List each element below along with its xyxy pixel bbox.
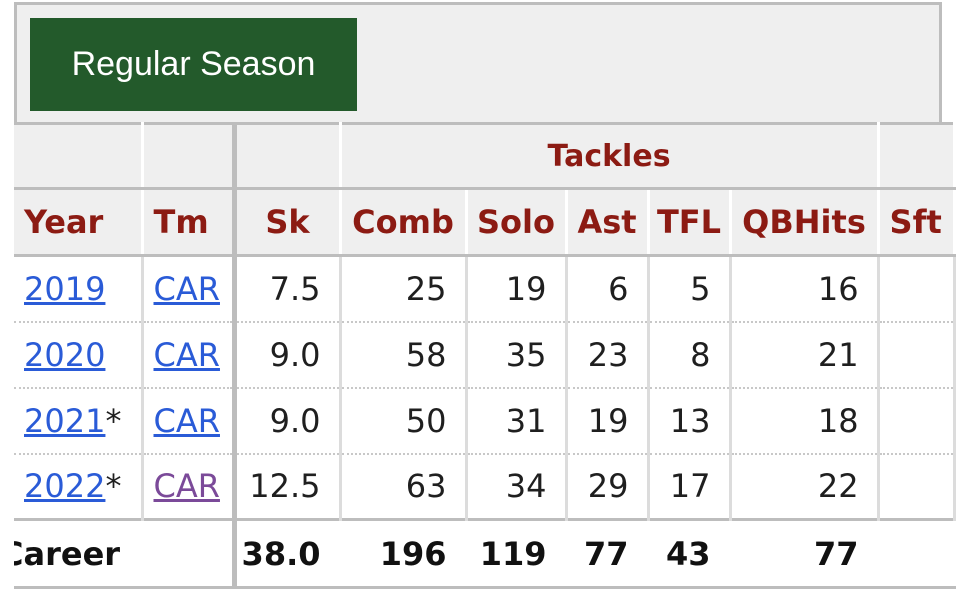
team-link[interactable]: CAR	[153, 335, 220, 374]
column-header-sacks[interactable]: Sk	[234, 188, 342, 257]
team-cell: CAR	[142, 387, 237, 455]
career-team-cell	[142, 518, 237, 589]
year-link[interactable]: 2022	[24, 467, 106, 506]
year-cell: 2021*	[14, 387, 144, 455]
solo-cell: 35	[466, 321, 568, 389]
column-header-ast[interactable]: Ast	[566, 188, 650, 257]
comb-cell: 63	[340, 453, 468, 521]
over-header-row: Tackles	[14, 122, 956, 190]
career-solo-cell: 119	[466, 518, 568, 589]
sft-cell	[878, 321, 956, 389]
ast-cell: 29	[566, 453, 650, 521]
pro-bowl-marker: *	[105, 467, 122, 506]
stats-table-container: Tackles Year Tm Sk Comb Solo Ast TFL QBH…	[14, 122, 960, 591]
sacks-cell: 12.5	[234, 453, 342, 521]
career-qbhits-cell: 77	[730, 518, 880, 589]
column-header-team[interactable]: Tm	[142, 188, 237, 257]
solo-cell: 19	[466, 255, 568, 323]
team-cell: CAR	[142, 255, 237, 323]
solo-cell: 31	[466, 387, 568, 455]
tfl-cell: 5	[648, 255, 732, 323]
table-row: 2019 CAR 7.5 25 19 6 5 16	[14, 255, 956, 323]
career-label: Career	[14, 534, 121, 573]
column-header-comb[interactable]: Comb	[340, 188, 468, 257]
solo-cell: 34	[466, 453, 568, 521]
career-tfl-cell: 43	[648, 518, 732, 589]
qbhits-cell: 18	[730, 387, 880, 455]
comb-cell: 25	[340, 255, 468, 323]
team-cell: CAR	[142, 321, 237, 389]
team-link[interactable]: CAR	[153, 467, 220, 506]
over-header-blank	[14, 122, 144, 190]
tfl-cell: 17	[648, 453, 732, 521]
ast-cell: 23	[566, 321, 650, 389]
sacks-cell: 7.5	[234, 255, 342, 323]
career-sft-cell	[878, 518, 956, 589]
tab-regular-season[interactable]: Regular Season	[30, 18, 357, 111]
comb-cell: 58	[340, 321, 468, 389]
tfl-cell: 8	[648, 321, 732, 389]
year-link[interactable]: 2019	[24, 269, 106, 308]
over-header-blank	[142, 122, 237, 190]
ast-cell: 19	[566, 387, 650, 455]
team-cell: CAR	[142, 453, 237, 521]
column-header-row: Year Tm Sk Comb Solo Ast TFL QBHits Sft	[14, 188, 956, 257]
sacks-cell: 9.0	[234, 387, 342, 455]
career-comb-cell: 196	[340, 518, 468, 589]
career-totals-row: Career 38.0 196 119 77 43 77	[14, 518, 956, 589]
team-link[interactable]: CAR	[153, 401, 220, 440]
column-header-tfl[interactable]: TFL	[648, 188, 732, 257]
ast-cell: 6	[566, 255, 650, 323]
over-header-tackles: Tackles	[340, 122, 880, 190]
career-label-cell: Career	[14, 518, 144, 589]
sft-cell	[878, 453, 956, 521]
sft-cell	[878, 255, 956, 323]
column-header-year[interactable]: Year	[14, 188, 144, 257]
over-header-blank	[234, 122, 342, 190]
career-ast-cell: 77	[566, 518, 650, 589]
qbhits-cell: 22	[730, 453, 880, 521]
qbhits-cell: 21	[730, 321, 880, 389]
sacks-cell: 9.0	[234, 321, 342, 389]
career-sacks-cell: 38.0	[234, 518, 342, 589]
comb-cell: 50	[340, 387, 468, 455]
sft-cell	[878, 387, 956, 455]
year-cell: 2019	[14, 255, 144, 323]
qbhits-cell: 16	[730, 255, 880, 323]
over-header-blank	[878, 122, 956, 190]
table-row: 2020 CAR 9.0 58 35 23 8 21	[14, 321, 956, 389]
pro-bowl-marker: *	[105, 401, 122, 440]
column-header-qbhits[interactable]: QBHits	[730, 188, 880, 257]
team-link[interactable]: CAR	[153, 269, 220, 308]
table-row: 2022* CAR 12.5 63 34 29 17 22	[14, 453, 956, 521]
column-header-solo[interactable]: Solo	[466, 188, 568, 257]
stats-tab-bar: Regular Season	[14, 2, 942, 122]
table-row: 2021* CAR 9.0 50 31 19 13 18	[14, 387, 956, 455]
year-cell: 2020	[14, 321, 144, 389]
year-link[interactable]: 2020	[24, 335, 106, 374]
tfl-cell: 13	[648, 387, 732, 455]
year-link[interactable]: 2021	[24, 401, 106, 440]
column-header-sft[interactable]: Sft	[878, 188, 956, 257]
year-cell: 2022*	[14, 453, 144, 521]
defense-stats-table: Tackles Year Tm Sk Comb Solo Ast TFL QBH…	[14, 122, 956, 589]
